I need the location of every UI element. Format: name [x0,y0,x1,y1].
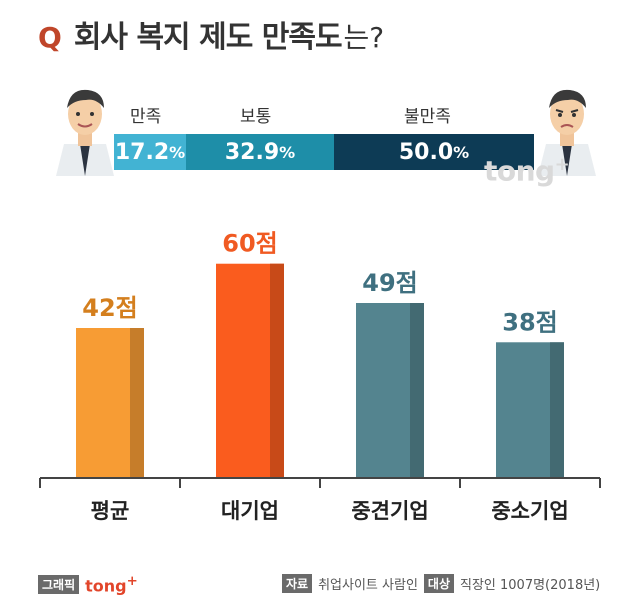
data-label-2: 49점 [362,269,417,297]
bar-shade-3 [550,342,564,478]
graphic-tag: 그래픽 [38,575,80,595]
data-label-3: 38점 [502,308,557,336]
value-dissatisfied: 50.0 [398,139,454,165]
category-label-1: 대기업 [221,499,279,523]
data-label-1: 60점 [222,230,277,258]
survey-summary: 만족 보통 불만족 17.2% 32.9% 50.0% [0,84,640,204]
target-text: 직장인 1007명(2018년) [460,578,601,593]
value-neutral: 32.9 [224,139,280,165]
segment-satisfied: 17.2% [114,134,186,170]
label-neutral: 보통 [240,107,272,127]
target-tag: 대상 [423,574,454,593]
brand-logo: tong+ [85,574,138,595]
brand-text: tong [85,576,127,596]
watermark-text: tong [484,154,555,188]
unit-neutral: % [279,142,296,162]
page-title: 회사 복지 제도 만족도 [73,20,343,55]
segment-dissatisfied: 50.0% [334,134,534,170]
bar-shade-2 [410,303,424,478]
data-label-0: 42점 [82,294,137,322]
category-label-2: 중견기업 [351,499,428,523]
footer: 그래픽 tong+ 자료 취업사이트 사람인 대상 직장인 1007명(2018… [0,568,640,598]
category-label-3: 중소기업 [491,499,568,523]
watermark-plus: + [554,154,570,175]
watermark-logo: tong+ [484,154,570,188]
category-label-0: 평균 [91,499,130,523]
title-row: Q 회사 복지 제도 만족도 는? [38,12,384,56]
source-text: 취업사이트 사람인 [318,578,418,593]
dissatisfied-man-icon [532,84,602,180]
bar-shade-0 [130,328,144,478]
label-dissatisfied: 불만족 [404,107,451,127]
bar-shade-1 [270,263,284,478]
value-satisfied: 17.2 [114,139,170,165]
question-mark: Q [38,21,62,54]
source-tag: 자료 [282,574,313,593]
segment-neutral: 32.9% [186,134,334,170]
satisfied-man-icon [50,84,120,180]
unit-dissatisfied: % [453,142,470,162]
brand-plus: + [126,574,138,589]
survey-stacked-bar: 17.2% 32.9% 50.0% [114,134,534,170]
unit-satisfied: % [169,142,186,162]
label-satisfied: 만족 [130,107,162,127]
title-suffix: 는? [343,21,385,54]
